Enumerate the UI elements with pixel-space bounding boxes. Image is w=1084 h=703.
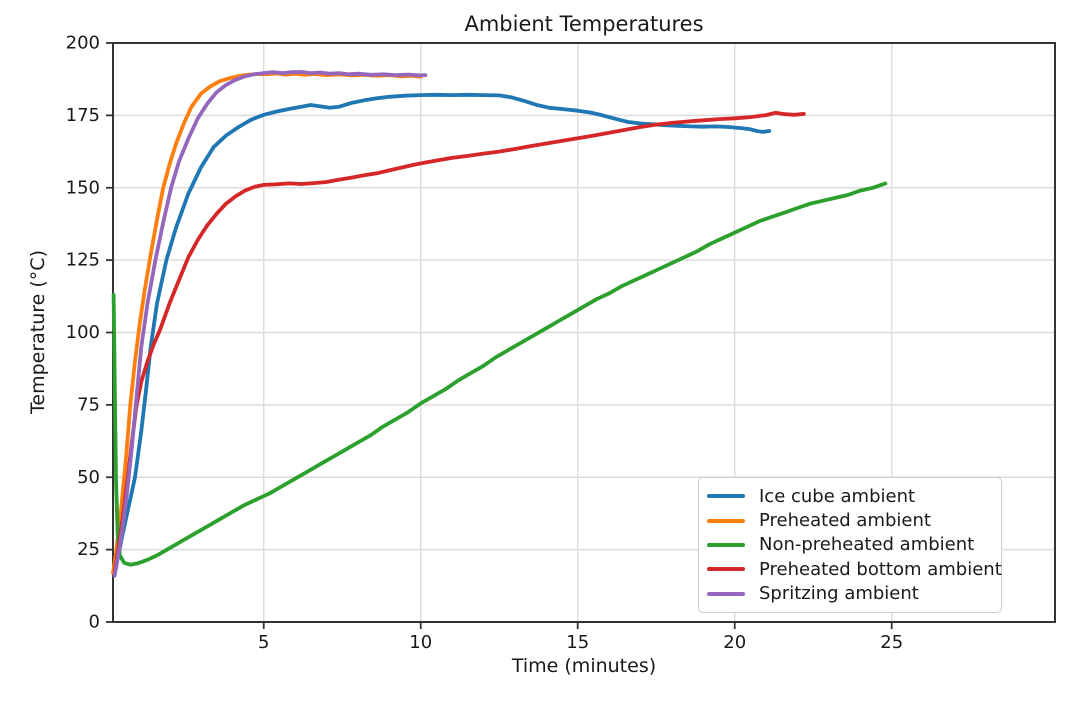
legend-item: Preheated bottom ambient (707, 559, 1002, 580)
legend-label: Non-preheated ambient (759, 534, 975, 556)
y-tick-label: 0 (89, 612, 100, 633)
plot-area: 5 10 15 20 25 0 25 50 75 100 125 150 175 200 (66, 33, 1056, 653)
series-line-preheated-ambient (111, 71, 423, 575)
legend-item: Preheated ambient (707, 510, 991, 531)
legend-line-sample (707, 591, 745, 596)
y-axis-label: Temperature (°C) (27, 250, 49, 414)
y-tick-label: 125 (66, 250, 100, 271)
y-tick-label: 50 (77, 467, 100, 488)
x-axis-label: Time (minutes) (511, 655, 657, 677)
series-line-preheated-bottom-ambient (112, 110, 806, 575)
series-line-non-preheated-ambient (111, 181, 888, 567)
legend: Ice cube ambient Preheated ambient Non-pre… (698, 477, 1002, 613)
y-tick-label: 200 (66, 33, 100, 54)
x-tick-label: 15 (566, 632, 589, 653)
legend-line-sample (707, 518, 745, 523)
legend-label: Preheated bottom ambient (759, 558, 1002, 580)
y-tick-label: 75 (77, 394, 100, 415)
legend-item: Spritzing ambient (707, 583, 991, 604)
legend-label: Spritzing ambient (759, 583, 919, 605)
legend-label: Preheated ambient (759, 510, 931, 532)
x-tick-label: 5 (258, 632, 269, 653)
x-tick-label: 25 (880, 632, 903, 653)
y-tick-label: 175 (66, 105, 100, 126)
y-tick-label: 150 (66, 177, 100, 198)
legend-label: Ice cube ambient (759, 485, 916, 507)
legend-item: Ice cube ambient (707, 486, 991, 507)
legend-line-sample (707, 494, 745, 499)
y-tick-label: 100 (66, 322, 100, 343)
chart-title: Ambient Temperatures (464, 12, 704, 36)
legend-item: Non-preheated ambient (707, 534, 991, 555)
legend-line-sample (707, 542, 745, 547)
y-tick-label: 25 (77, 539, 100, 560)
x-tick-label: 10 (409, 632, 432, 653)
series-line-ice-cube-ambient (112, 92, 772, 575)
series-line-spritzing-ambient (112, 70, 428, 578)
legend-line-sample (707, 567, 745, 572)
x-tick-label: 20 (723, 632, 746, 653)
